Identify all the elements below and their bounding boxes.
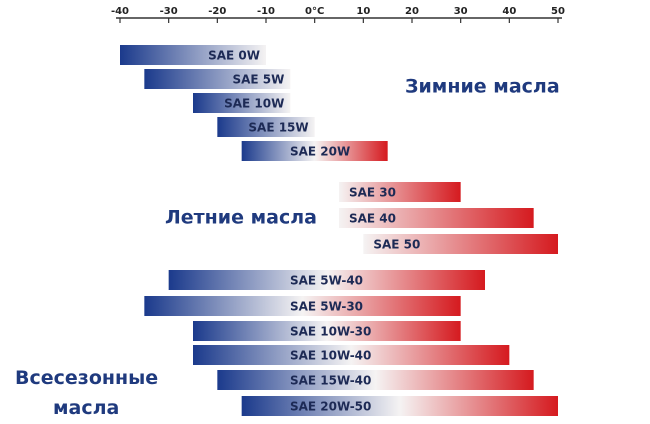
bar — [339, 182, 461, 202]
bar-label: SAE 40 — [349, 212, 396, 226]
x-tick-label: -30 — [160, 6, 178, 17]
group-label: Летние масла — [165, 207, 317, 229]
bar-label: SAE 5W-40 — [290, 274, 363, 288]
bar — [363, 234, 558, 254]
group-label: Всесезонные масла — [15, 367, 158, 419]
bar-label: SAE 50 — [373, 238, 420, 252]
bar — [217, 117, 315, 137]
bar-label: SAE 10W-40 — [290, 349, 371, 363]
bar-label: SAE 5W — [232, 73, 284, 87]
bar-label: SAE 10W-30 — [290, 325, 371, 339]
bar-label: SAE 10W — [224, 97, 284, 111]
bar-label: SAE 30 — [349, 186, 396, 200]
bar-label: SAE 15W-40 — [290, 374, 371, 388]
bar — [193, 321, 461, 341]
x-tick-label: 50 — [551, 6, 565, 17]
bar — [193, 345, 510, 365]
bar-label: SAE 20W — [290, 145, 350, 159]
x-tick-label: 10 — [356, 6, 370, 17]
bar-label: SAE 15W — [248, 121, 308, 135]
bar — [144, 296, 461, 316]
bar — [339, 208, 534, 228]
bar-label: SAE 20W-50 — [290, 400, 371, 414]
x-tick-label: 40 — [502, 6, 516, 17]
bar-label: SAE 0W — [208, 49, 260, 63]
x-tick-label: 20 — [405, 6, 419, 17]
group-label: Зимние масла — [405, 76, 560, 98]
x-tick-label: 0°C — [305, 6, 324, 17]
bar — [193, 93, 291, 113]
x-tick-label: 30 — [454, 6, 468, 17]
bar-label: SAE 5W-30 — [290, 300, 363, 314]
bar — [144, 69, 291, 89]
x-tick-label: -40 — [111, 6, 129, 17]
bar — [241, 141, 388, 161]
x-tick-label: -10 — [257, 6, 275, 17]
bar — [120, 45, 266, 65]
x-tick-label: -20 — [208, 6, 226, 17]
bar — [217, 370, 534, 390]
bar — [241, 396, 558, 416]
bar — [168, 270, 485, 290]
